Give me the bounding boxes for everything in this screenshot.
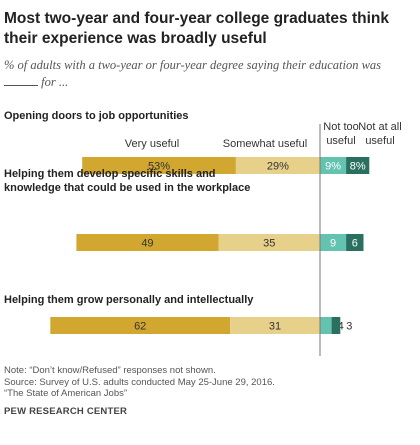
bar-value-label: 9% bbox=[325, 161, 341, 173]
bar-segment bbox=[346, 234, 364, 251]
category-label: knowledge that could be used in the work… bbox=[4, 182, 250, 194]
bar-segment bbox=[218, 234, 320, 251]
note-line: Note: “Don’t know/Refused” responses not… bbox=[4, 365, 216, 376]
bar-value-label: 62 bbox=[134, 321, 146, 333]
bar-value-label: 35 bbox=[263, 238, 275, 250]
bar-value-label: 8% bbox=[350, 161, 366, 173]
series-header-label: useful bbox=[365, 135, 394, 147]
bar-value-label: 3 bbox=[346, 321, 352, 333]
chart-subtitle: % of adults with a two-year or four-year… bbox=[4, 57, 416, 91]
bar-value-label: 4 bbox=[338, 321, 344, 333]
chart-notes: Note: “Don’t know/Refused” responses not… bbox=[4, 365, 416, 400]
bar-segment bbox=[320, 157, 347, 174]
bar-segment bbox=[320, 317, 332, 334]
bar-value-label: 53% bbox=[148, 161, 170, 173]
bar-segment bbox=[235, 157, 320, 174]
source-line: Source: Survey of U.S. adults conducted … bbox=[4, 376, 275, 388]
category-label: Helping them grow personally and intelle… bbox=[4, 294, 254, 306]
bar-segment bbox=[346, 157, 370, 174]
bar-segment bbox=[320, 234, 347, 251]
bar-segment bbox=[230, 317, 320, 334]
subtitle-suffix: for ... bbox=[41, 75, 69, 89]
bar-value-label: 6 bbox=[352, 238, 358, 250]
report-line: “The State of American Jobs” bbox=[4, 388, 128, 399]
series-header-label: Not at all bbox=[358, 121, 401, 133]
bar-value-label: 31 bbox=[269, 321, 281, 333]
subtitle-prefix: % of adults with a two-year or four-year… bbox=[4, 58, 382, 72]
chart-title: Most two-year and four-year college grad… bbox=[4, 10, 389, 47]
bar-segment bbox=[50, 317, 231, 334]
bar-value-label: 29% bbox=[267, 161, 289, 173]
series-header-label: useful bbox=[326, 135, 355, 147]
bar-value-label: 49 bbox=[141, 238, 153, 250]
bar-segment bbox=[331, 317, 341, 334]
series-header-label: Not too bbox=[323, 121, 358, 133]
bar-value-label: 9 bbox=[330, 238, 336, 250]
category-label: Helping them develop specific skills and bbox=[4, 168, 216, 180]
subtitle-blank bbox=[4, 74, 38, 86]
series-header-label: Very useful bbox=[125, 138, 179, 150]
bar-segment bbox=[82, 157, 236, 174]
bar-segment bbox=[76, 234, 219, 251]
category-label: Opening doors to job opportunities bbox=[4, 110, 189, 122]
source-organization: PEW RESEARCH CENTER bbox=[4, 406, 128, 417]
series-header-label: Somewhat useful bbox=[223, 138, 307, 150]
